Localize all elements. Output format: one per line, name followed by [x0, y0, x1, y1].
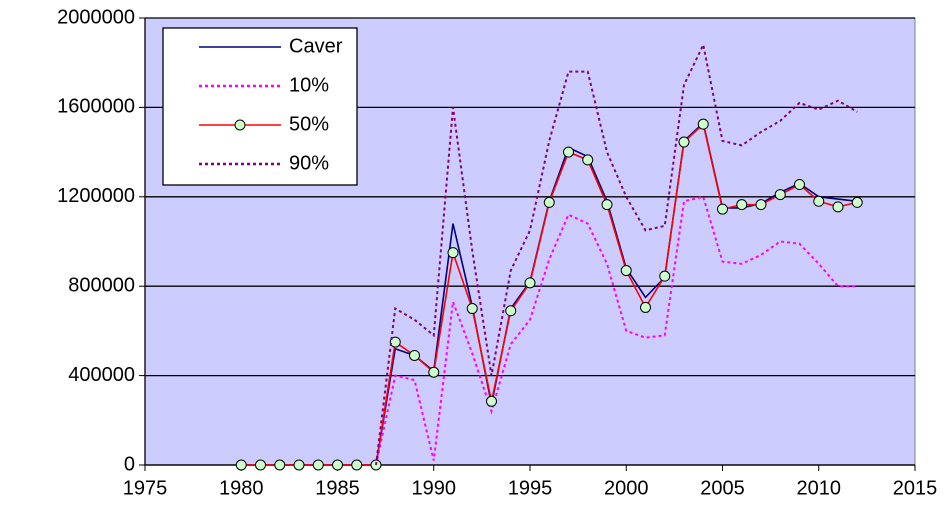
series-marker [563, 146, 574, 158]
x-tick-label: 1985 [315, 477, 360, 499]
series-marker [486, 395, 497, 407]
x-tick-label: 1990 [412, 477, 457, 499]
x-tick-label: 1995 [508, 477, 553, 499]
series-marker [447, 247, 459, 259]
legend-label: Caver [289, 35, 343, 57]
y-tick-label: 1600000 [57, 96, 135, 118]
series-marker [851, 196, 863, 208]
series-marker [235, 459, 247, 471]
legend-label: 50% [289, 113, 329, 135]
series-marker [582, 154, 594, 166]
y-tick-label: 1200000 [57, 185, 135, 207]
series-line [375, 195, 858, 466]
series-marker [293, 459, 305, 471]
series-marker [640, 301, 651, 313]
legend-marker [234, 119, 246, 131]
series-marker [409, 349, 420, 361]
series-marker [717, 203, 728, 215]
x-tick-label: 1975 [123, 477, 168, 499]
series-marker [351, 459, 363, 471]
series-marker [794, 179, 805, 191]
series-marker [813, 195, 825, 207]
x-tick-label: 2005 [700, 477, 745, 499]
y-tick-label: 2000000 [57, 6, 135, 28]
legend-label: 90% [289, 152, 329, 174]
legend-label: 10% [289, 74, 329, 96]
series-marker [832, 201, 844, 213]
series-marker [755, 199, 767, 211]
y-tick-label: 400000 [68, 364, 135, 386]
series-marker [255, 459, 266, 471]
series-marker [312, 459, 324, 471]
series-marker [332, 459, 343, 471]
legend-box [162, 27, 358, 186]
y-tick-label: 0 [124, 453, 135, 475]
x-tick-label: 2015 [893, 477, 938, 499]
series-marker [428, 366, 440, 378]
series-marker [697, 118, 709, 130]
series-marker [274, 459, 286, 471]
series-marker [524, 277, 536, 289]
x-tick-label: 1980 [219, 477, 264, 499]
series-marker [620, 265, 632, 277]
legend: Caver 10% 50% 90% [162, 27, 358, 186]
series-marker [543, 196, 555, 208]
series-marker [389, 336, 401, 348]
series-marker [678, 136, 690, 148]
series-line [375, 41, 858, 466]
series-marker [601, 199, 613, 211]
x-tick-label: 2000 [604, 477, 649, 499]
x-tick-label: 2010 [797, 477, 842, 499]
series-marker [736, 199, 748, 211]
series-marker [505, 305, 517, 317]
series-marker [466, 303, 478, 315]
series-marker [774, 189, 786, 201]
y-tick-label: 800000 [68, 274, 135, 296]
series-marker [659, 270, 671, 282]
